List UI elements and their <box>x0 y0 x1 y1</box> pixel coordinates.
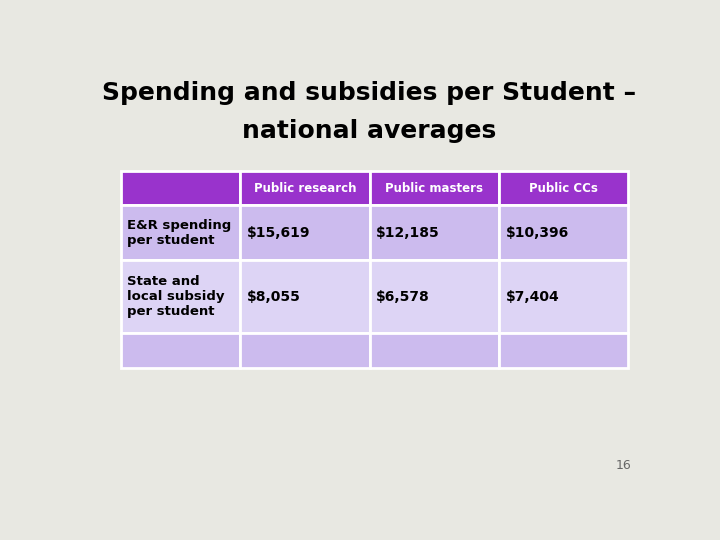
Text: $6,578: $6,578 <box>376 290 430 304</box>
Bar <box>369 171 499 205</box>
Text: State and
local subsidy
per student: State and local subsidy per student <box>127 275 225 318</box>
Bar <box>121 205 240 260</box>
Bar <box>499 205 629 260</box>
Text: $12,185: $12,185 <box>376 226 440 240</box>
Bar <box>240 260 369 333</box>
Text: Public CCs: Public CCs <box>529 181 598 194</box>
Text: $10,396: $10,396 <box>505 226 569 240</box>
Bar <box>499 171 629 205</box>
Bar <box>240 205 369 260</box>
Bar <box>121 333 240 368</box>
Text: $7,404: $7,404 <box>505 290 559 304</box>
Text: 16: 16 <box>616 460 631 472</box>
Text: Spending and subsidies per Student –: Spending and subsidies per Student – <box>102 82 636 105</box>
Text: national averages: national averages <box>242 119 496 143</box>
Bar <box>121 171 240 205</box>
Text: E&R spending
per student: E&R spending per student <box>127 219 232 247</box>
Bar <box>369 333 499 368</box>
Text: Public masters: Public masters <box>385 181 483 194</box>
Text: $8,055: $8,055 <box>247 290 300 304</box>
Bar <box>499 333 629 368</box>
Bar <box>121 260 240 333</box>
Bar <box>240 171 369 205</box>
Text: Public research: Public research <box>253 181 356 194</box>
Bar <box>369 260 499 333</box>
Bar <box>369 205 499 260</box>
Bar <box>240 333 369 368</box>
Text: $15,619: $15,619 <box>247 226 310 240</box>
Bar <box>499 260 629 333</box>
